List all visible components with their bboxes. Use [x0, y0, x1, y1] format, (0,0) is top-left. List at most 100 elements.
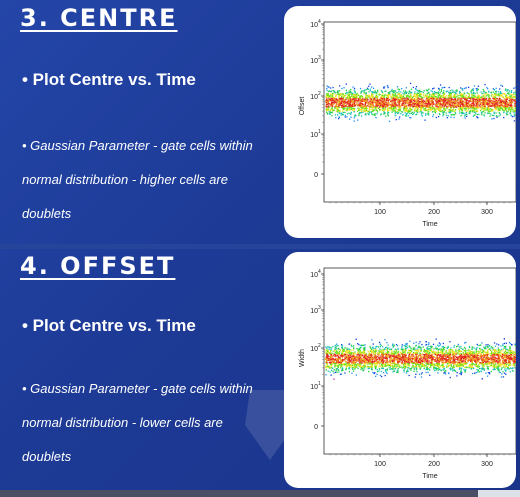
density-point: [450, 108, 452, 110]
density-point: [434, 90, 436, 93]
density-point: [389, 348, 391, 351]
density-point: [426, 99, 428, 101]
density-point: [393, 356, 395, 358]
density-point: [432, 101, 434, 103]
density-point: [391, 105, 393, 107]
density-point: [430, 108, 432, 111]
density-point: [440, 95, 442, 97]
density-point: [383, 86, 385, 88]
density-point: [397, 362, 399, 364]
density-point: [486, 107, 488, 109]
density-point: [441, 106, 443, 108]
density-point: [482, 109, 484, 111]
density-point: [362, 107, 364, 109]
density-point: [442, 111, 445, 113]
density-point: [352, 368, 354, 370]
density-point: [409, 90, 411, 93]
density-point: [493, 112, 495, 114]
density-point: [339, 109, 341, 112]
density-point: [432, 98, 434, 101]
density-point: [429, 93, 431, 96]
density-point: [364, 98, 366, 100]
density-point: [490, 113, 492, 115]
density-point: [511, 101, 514, 103]
x-tick-label: 300: [481, 209, 493, 216]
density-point: [366, 359, 368, 362]
density-point: [461, 105, 464, 107]
density-point: [434, 367, 436, 369]
density-point: [423, 100, 426, 102]
density-point: [504, 367, 506, 369]
density-point: [349, 355, 352, 357]
density-point: [398, 366, 400, 368]
density-point: [338, 106, 340, 109]
density-point: [407, 102, 410, 104]
density-point: [385, 104, 388, 106]
density-point: [421, 103, 423, 105]
density-point: [415, 95, 417, 97]
density-point: [349, 363, 351, 365]
density-point: [341, 344, 343, 346]
density-point: [416, 95, 419, 97]
density-point: [377, 102, 379, 105]
density-point: [326, 104, 329, 106]
density-point: [404, 100, 406, 102]
density-point: [330, 108, 332, 111]
density-point: [420, 354, 422, 356]
density-point: [495, 95, 497, 97]
density-point: [347, 102, 349, 105]
density-point: [382, 346, 384, 348]
density-point: [442, 102, 444, 105]
density-point: [489, 365, 491, 367]
density-point: [347, 359, 349, 361]
density-point: [364, 108, 366, 110]
density-point: [425, 361, 427, 363]
bullet-title: • Plot Centre vs. Time: [22, 70, 196, 89]
density-point: [476, 116, 479, 119]
density-point: [444, 98, 446, 100]
density-point: [472, 110, 474, 112]
density-point: [499, 92, 502, 94]
density-point: [481, 348, 483, 351]
density-point: [427, 105, 429, 107]
density-point: [363, 91, 365, 93]
bullet-title: • Plot Centre vs. Time: [22, 316, 196, 335]
density-point: [353, 105, 356, 107]
density-point: [508, 92, 510, 94]
density-point: [419, 111, 421, 113]
density-point: [435, 93, 437, 95]
density-point: [382, 101, 384, 104]
density-point: [439, 102, 442, 105]
density-point: [452, 370, 454, 372]
density-point: [337, 107, 339, 109]
y-tick-label: 10: [310, 132, 318, 139]
density-point: [472, 107, 474, 109]
density-point: [415, 110, 418, 112]
density-point: [496, 352, 498, 355]
density-point: [395, 108, 397, 110]
density-point: [370, 96, 373, 98]
density-point: [390, 100, 392, 102]
density-point: [408, 96, 410, 98]
density-point: [444, 353, 446, 355]
density-point: [435, 107, 437, 110]
density-point: [498, 91, 500, 93]
density-point: [392, 110, 394, 112]
density-point: [449, 112, 451, 114]
density-point: [477, 98, 480, 100]
density-point: [434, 107, 436, 110]
density-point: [330, 374, 332, 376]
density-point: [385, 100, 387, 102]
density-point: [345, 109, 347, 112]
density-point: [344, 114, 346, 116]
density-point: [453, 107, 455, 109]
density-point: [402, 102, 404, 104]
density-point: [393, 96, 395, 98]
density-point: [395, 106, 397, 108]
density-point: [394, 358, 397, 360]
density-point: [471, 110, 473, 112]
density-point: [353, 109, 355, 111]
density-point: [458, 97, 460, 99]
density-point: [464, 104, 466, 106]
density-point: [481, 106, 483, 108]
